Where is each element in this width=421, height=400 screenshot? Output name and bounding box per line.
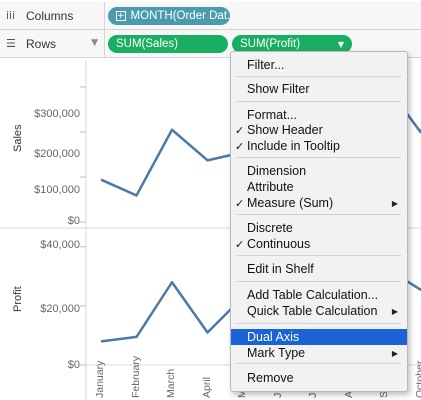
x-tick-march: March bbox=[165, 368, 177, 398]
menu-item-discrete[interactable]: Discrete bbox=[231, 220, 407, 236]
menu-item-label: Include in Tooltip bbox=[247, 139, 340, 153]
menu-separator bbox=[237, 281, 401, 282]
menu-item-dual-axis[interactable]: Dual Axis bbox=[231, 329, 407, 345]
pill-context-menu: Filter... Show Filter Format... ✓ Show Heade… bbox=[230, 51, 408, 392]
submenu-arrow-icon: ▶ bbox=[391, 198, 398, 208]
columns-shelf-label: iii Columns bbox=[0, 2, 105, 29]
menu-item-label: Measure (Sum) bbox=[247, 196, 334, 210]
sum-profit-pill[interactable]: SUM(Profit) ▼ bbox=[232, 35, 352, 53]
menu-item-label: Add Table Calculation... bbox=[247, 288, 379, 302]
menu-item-mark-type[interactable]: Mark Type ▶ bbox=[231, 345, 407, 361]
x-tick-february: February bbox=[129, 355, 142, 398]
submenu-arrow-icon: ▶ bbox=[391, 348, 398, 358]
menu-item-label: Remove bbox=[247, 371, 294, 385]
menu-item-format[interactable]: Format... bbox=[231, 107, 407, 123]
menu-separator bbox=[237, 363, 401, 364]
month-order-date-pill[interactable]: + MONTH(Order Dat.. bbox=[108, 7, 233, 25]
menu-separator bbox=[237, 255, 401, 256]
menu-item-label: Continuous bbox=[247, 237, 311, 251]
menu-separator bbox=[237, 101, 401, 102]
menu-item-include-in-tooltip[interactable]: ✓ Include in Tooltip bbox=[231, 138, 407, 154]
menu-item-label: Dimension bbox=[247, 164, 307, 178]
expand-plus-icon[interactable]: + bbox=[116, 11, 126, 21]
menu-item-label: Attribute bbox=[247, 180, 294, 194]
x-tick-january: January bbox=[94, 360, 106, 398]
menu-separator bbox=[237, 76, 401, 77]
menu-separator bbox=[237, 323, 401, 324]
menu-item-dimension[interactable]: Dimension bbox=[231, 163, 407, 179]
sales-tick-100000: $100,000 bbox=[34, 184, 80, 196]
rows-label-text: Rows bbox=[26, 36, 57, 51]
sales-tick-300000: $300,000 bbox=[34, 108, 80, 120]
chevron-down-icon[interactable]: ▼ bbox=[91, 38, 98, 48]
menu-item-label: Quick Table Calculation bbox=[247, 304, 378, 318]
rows-shelf: ☰ Rows ▼ SUM(Sales) SUM(Profit) ▼ bbox=[0, 30, 421, 58]
profit-tick-20000: $20,000 bbox=[40, 303, 80, 315]
sum-sales-pill-label: SUM(Sales) bbox=[116, 38, 178, 50]
sales-tick-200000: $200,000 bbox=[34, 148, 80, 160]
sales-axis-title: Sales bbox=[12, 124, 24, 152]
menu-item-label: Dual Axis bbox=[247, 330, 300, 344]
menu-item-attribute[interactable]: Attribute bbox=[231, 179, 407, 195]
columns-shelf: iii Columns + MONTH(Order Dat.. bbox=[0, 2, 421, 30]
menu-item-label: Discrete bbox=[247, 221, 293, 235]
sum-sales-pill[interactable]: SUM(Sales) bbox=[108, 35, 228, 53]
pill-dropdown-caret-icon[interactable]: ▼ bbox=[337, 39, 344, 49]
columns-label-text: Columns bbox=[26, 8, 74, 23]
menu-item-measure-sum[interactable]: ✓ Measure (Sum) ▶ bbox=[231, 195, 407, 211]
menu-item-show-header[interactable]: ✓ Show Header bbox=[231, 122, 407, 138]
menu-item-edit-in-shelf[interactable]: Edit in Shelf bbox=[231, 261, 407, 277]
menu-item-label: Format... bbox=[247, 108, 298, 122]
x-tick-october: October bbox=[413, 360, 421, 398]
sales-tick-0: $0 bbox=[67, 215, 80, 227]
menu-item-label: Filter... bbox=[247, 58, 285, 72]
menu-item-label: Show Header bbox=[247, 123, 323, 137]
menu-separator bbox=[237, 157, 401, 158]
menu-item-label: Mark Type bbox=[247, 346, 306, 360]
profit-tick-40000: $40,000 bbox=[40, 239, 80, 251]
menu-item-show-filter[interactable]: Show Filter bbox=[231, 81, 407, 97]
checkmark-icon: ✓ bbox=[235, 139, 245, 153]
checkmark-icon: ✓ bbox=[235, 237, 245, 251]
sum-profit-pill-label: SUM(Profit) bbox=[240, 38, 301, 50]
checkmark-icon: ✓ bbox=[235, 196, 245, 210]
rows-icon: ☰ bbox=[6, 37, 16, 50]
menu-item-continuous[interactable]: ✓ Continuous bbox=[231, 236, 407, 252]
rows-shelf-label: ☰ Rows ▼ bbox=[0, 30, 105, 57]
profit-axis-title: Profit bbox=[12, 286, 24, 312]
checkmark-icon: ✓ bbox=[235, 123, 245, 137]
menu-item-remove[interactable]: Remove bbox=[231, 370, 407, 386]
submenu-arrow-icon: ▶ bbox=[391, 306, 398, 316]
menu-item-add-table-calculation[interactable]: Add Table Calculation... bbox=[231, 287, 407, 303]
menu-item-label: Show Filter bbox=[247, 82, 310, 96]
menu-separator bbox=[237, 214, 401, 215]
x-tick-april: April bbox=[200, 376, 213, 398]
profit-tick-0: $0 bbox=[67, 359, 80, 371]
columns-icon: iii bbox=[6, 9, 16, 22]
menu-item-label: Edit in Shelf bbox=[247, 262, 314, 276]
menu-item-quick-table-calculation[interactable]: Quick Table Calculation ▶ bbox=[231, 303, 407, 319]
month-order-date-pill-label: MONTH(Order Dat.. bbox=[130, 10, 234, 22]
menu-item-filter[interactable]: Filter... bbox=[231, 57, 407, 73]
